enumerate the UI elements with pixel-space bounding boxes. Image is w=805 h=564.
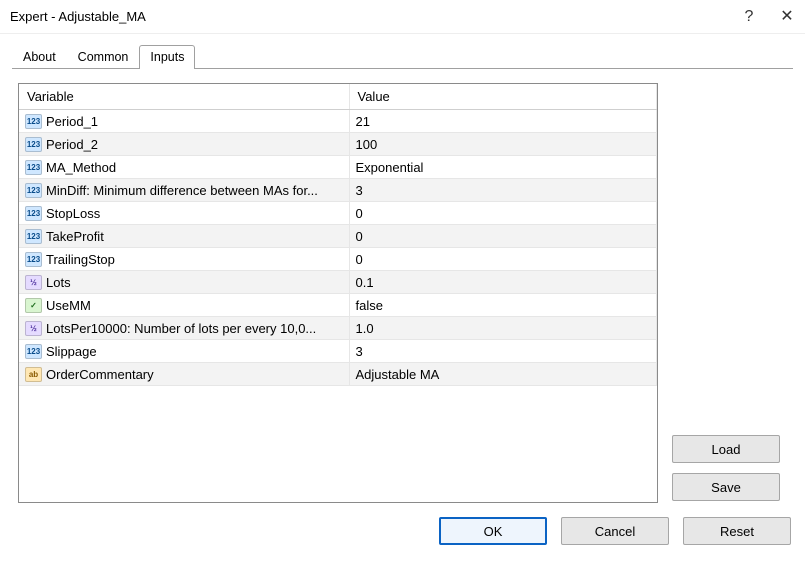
tab-bar: About Common Inputs: [0, 34, 805, 68]
table-row[interactable]: 123 MA_Method Exponential: [19, 156, 657, 179]
table-row[interactable]: ½ Lots 0.1: [19, 271, 657, 294]
int-type-icon: 123: [25, 114, 42, 129]
help-icon[interactable]: ?: [739, 9, 759, 25]
cancel-button[interactable]: Cancel: [561, 517, 669, 545]
table-row[interactable]: 123 Slippage 3: [19, 340, 657, 363]
variable-cell[interactable]: ab OrderCommentary: [19, 363, 349, 386]
window-title: Expert - Adjustable_MA: [10, 9, 146, 24]
variable-cell[interactable]: 123 Period_1: [19, 110, 349, 133]
int-type-icon: 123: [25, 229, 42, 244]
title-bar: Expert - Adjustable_MA ? ✕: [0, 0, 805, 34]
variable-name: LotsPer10000: Number of lots per every 1…: [46, 321, 316, 336]
close-icon[interactable]: ✕: [777, 9, 797, 25]
variable-name: MA_Method: [46, 160, 116, 175]
variable-cell[interactable]: ✓ UseMM: [19, 294, 349, 317]
int-type-icon: 123: [25, 206, 42, 221]
reset-button[interactable]: Reset: [683, 517, 791, 545]
variable-cell[interactable]: 123 MinDiff: Minimum difference between M…: [19, 179, 349, 202]
table-row[interactable]: ½ LotsPer10000: Number of lots per every …: [19, 317, 657, 340]
int-type-icon: 123: [25, 252, 42, 267]
table-row[interactable]: 123 TakeProfit 0: [19, 225, 657, 248]
content-area: Variable Value 123Period_121123Period_21…: [0, 69, 805, 511]
variable-cell[interactable]: ½ Lots: [19, 271, 349, 294]
bottom-button-row: OK Cancel Reset: [0, 511, 805, 545]
table-row[interactable]: 123 StopLoss 0: [19, 202, 657, 225]
value-cell[interactable]: 0: [349, 225, 657, 248]
value-cell[interactable]: 0: [349, 202, 657, 225]
bool-type-icon: ✓: [25, 298, 42, 313]
string-type-icon: ab: [25, 367, 42, 382]
variable-name: Lots: [46, 275, 71, 290]
variable-name: TrailingStop: [46, 252, 115, 267]
variable-name: OrderCommentary: [46, 367, 154, 382]
variable-cell[interactable]: ½ LotsPer10000: Number of lots per every …: [19, 317, 349, 340]
load-button[interactable]: Load: [672, 435, 780, 463]
int-type-icon: 123: [25, 183, 42, 198]
value-cell[interactable]: Adjustable MA: [349, 363, 657, 386]
value-cell[interactable]: 3: [349, 179, 657, 202]
int-type-icon: 123: [25, 137, 42, 152]
ok-button[interactable]: OK: [439, 517, 547, 545]
table-row[interactable]: ✓ UseMM false: [19, 294, 657, 317]
variable-name: UseMM: [46, 298, 91, 313]
value-cell[interactable]: 0.1: [349, 271, 657, 294]
variable-cell[interactable]: 123 Period_2: [19, 133, 349, 156]
table-row[interactable]: 123 Period_2 100: [19, 133, 657, 156]
table-row[interactable]: 123 MinDiff: Minimum difference between M…: [19, 179, 657, 202]
value-cell[interactable]: 0: [349, 248, 657, 271]
value-cell[interactable]: false: [349, 294, 657, 317]
int-type-icon: 123: [25, 160, 42, 175]
value-cell[interactable]: 21: [349, 110, 657, 133]
column-header-value[interactable]: Value: [349, 84, 657, 110]
table-row[interactable]: ab OrderCommentary Adjustable MA: [19, 363, 657, 386]
int-type-icon: 123: [25, 344, 42, 359]
variable-cell[interactable]: 123 Slippage: [19, 340, 349, 363]
variable-name: MinDiff: Minimum difference between MAs …: [46, 183, 318, 198]
tab-common[interactable]: Common: [67, 45, 140, 69]
variable-name: Slippage: [46, 344, 97, 359]
value-cell[interactable]: 1.0: [349, 317, 657, 340]
value-cell[interactable]: 3: [349, 340, 657, 363]
variable-cell[interactable]: 123 MA_Method: [19, 156, 349, 179]
window-controls: ? ✕: [739, 9, 797, 25]
tab-inputs[interactable]: Inputs: [139, 45, 195, 69]
tab-about[interactable]: About: [12, 45, 67, 69]
tab-divider: [12, 68, 793, 69]
value-cell[interactable]: Exponential: [349, 156, 657, 179]
value-cell[interactable]: 100: [349, 133, 657, 156]
table-row[interactable]: 123 TrailingStop 0: [19, 248, 657, 271]
variable-name: Period_1: [46, 114, 98, 129]
variable-cell[interactable]: 123 StopLoss: [19, 202, 349, 225]
variable-cell[interactable]: 123 TrailingStop: [19, 248, 349, 271]
side-buttons: Load Save: [672, 83, 780, 503]
table-row[interactable]: 123 Period_1 21: [19, 110, 657, 133]
variable-name: TakeProfit: [46, 229, 104, 244]
column-header-variable[interactable]: Variable: [19, 84, 349, 110]
inputs-table: Variable Value 123Period_121123Period_21…: [19, 84, 657, 386]
save-button[interactable]: Save: [672, 473, 780, 501]
variable-name: Period_2: [46, 137, 98, 152]
variable-cell[interactable]: 123 TakeProfit: [19, 225, 349, 248]
double-type-icon: ½: [25, 321, 42, 336]
inputs-table-wrap: Variable Value 123Period_121123Period_21…: [18, 83, 658, 503]
variable-name: StopLoss: [46, 206, 100, 221]
double-type-icon: ½: [25, 275, 42, 290]
